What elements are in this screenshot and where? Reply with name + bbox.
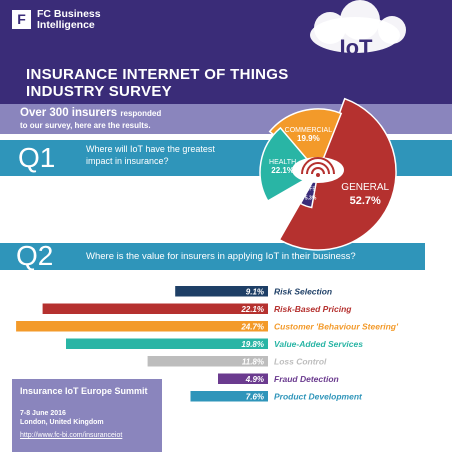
intro-text-line2: to our survey, here are the results. [20,121,151,130]
bar-5 [147,356,268,367]
cloud-icon: IoT [310,0,406,60]
q2-label: Q2 [16,240,54,271]
q1-question-line1: Where will IoT have the greatest [86,144,215,154]
brand-logo[interactable]: F [12,10,31,29]
bar-category-label: Value-Added Services [274,339,363,349]
bar-2 [42,303,268,314]
pie-label-life: LIFE [305,187,316,193]
bar-category-label: Fraud Detection [274,374,339,384]
q2-question: Where is the value for insurers in apply… [86,251,356,262]
bar-value-label: 7.6% [246,393,264,402]
bar-7 [190,391,268,402]
bar-value-label: 24.7% [240,323,264,332]
brand-name-line1: FC Business [37,8,101,20]
q2-band [0,243,425,270]
pie-value-health: 22.1% [271,166,294,175]
wifi-icon-arc-3 [301,157,335,175]
bar-category-label: Loss Control [274,357,327,367]
pie-label-general: GENERAL [341,182,389,193]
wifi-icon-arc-1 [311,167,325,175]
wifi-icon-dot [316,173,320,177]
page-title-line1: INSURANCE INTERNET OF THINGS [26,66,289,83]
bar-category-label: Risk Selection [274,287,332,297]
bar-3 [16,321,268,332]
pie-label-health: HEALTH [269,159,296,166]
bar-value-label: 4.9% [245,375,264,384]
cloud-iot-text: IoT [340,35,374,60]
title-background [0,64,452,104]
wifi-icon-arc-2 [306,162,330,175]
intro-text: Over 300 insurers responded [20,107,161,119]
bar-value-label: 11.8% [242,358,264,367]
bar-value-label: 19.8% [241,340,264,349]
event-title: Insurance IoT Europe Summit [20,386,148,396]
pie-value-commercial: 19.9% [297,134,320,143]
event-location: London, United Kingdom [20,419,104,426]
q1-question-line2: impact in insurance? [86,156,169,166]
pie-label-commercial: COMMERCIAL [285,127,333,134]
q1-label: Q1 [18,142,56,173]
event-date: 7-8 June 2016 [20,410,66,417]
bar-category-label: Risk-Based Pricing [274,304,352,314]
event-box [12,379,162,452]
bar-value-label: 9.1% [246,288,264,297]
pie-value-general: 52.7% [350,195,381,207]
bar-6 [218,373,268,384]
bar-value-label: 22.1% [240,305,264,314]
bar-4 [66,338,268,349]
event-link[interactable]: http://www.fc-bi.com/insuranceiot [20,432,123,439]
pie-slice-commercial [268,108,343,174]
page-title-line2: INDUSTRY SURVEY [26,83,172,100]
bar-category-label: Product Development [274,392,363,402]
pie-value-life: 5.3% [305,196,317,202]
bar-1 [175,286,268,297]
pie-slice-health [259,126,320,203]
pie-center-cloud-icon [292,157,344,183]
bar-category-label: Customer 'Behaviour Steering' [274,322,399,332]
bar-chart: 9.1% Risk Selection 22.1% Risk-Based Pricin… [16,286,399,402]
brand-name-line2: Intelligence [37,19,95,31]
intro-small-text: responded [120,109,162,118]
intro-bold-text: Over 300 insurers [20,107,118,119]
